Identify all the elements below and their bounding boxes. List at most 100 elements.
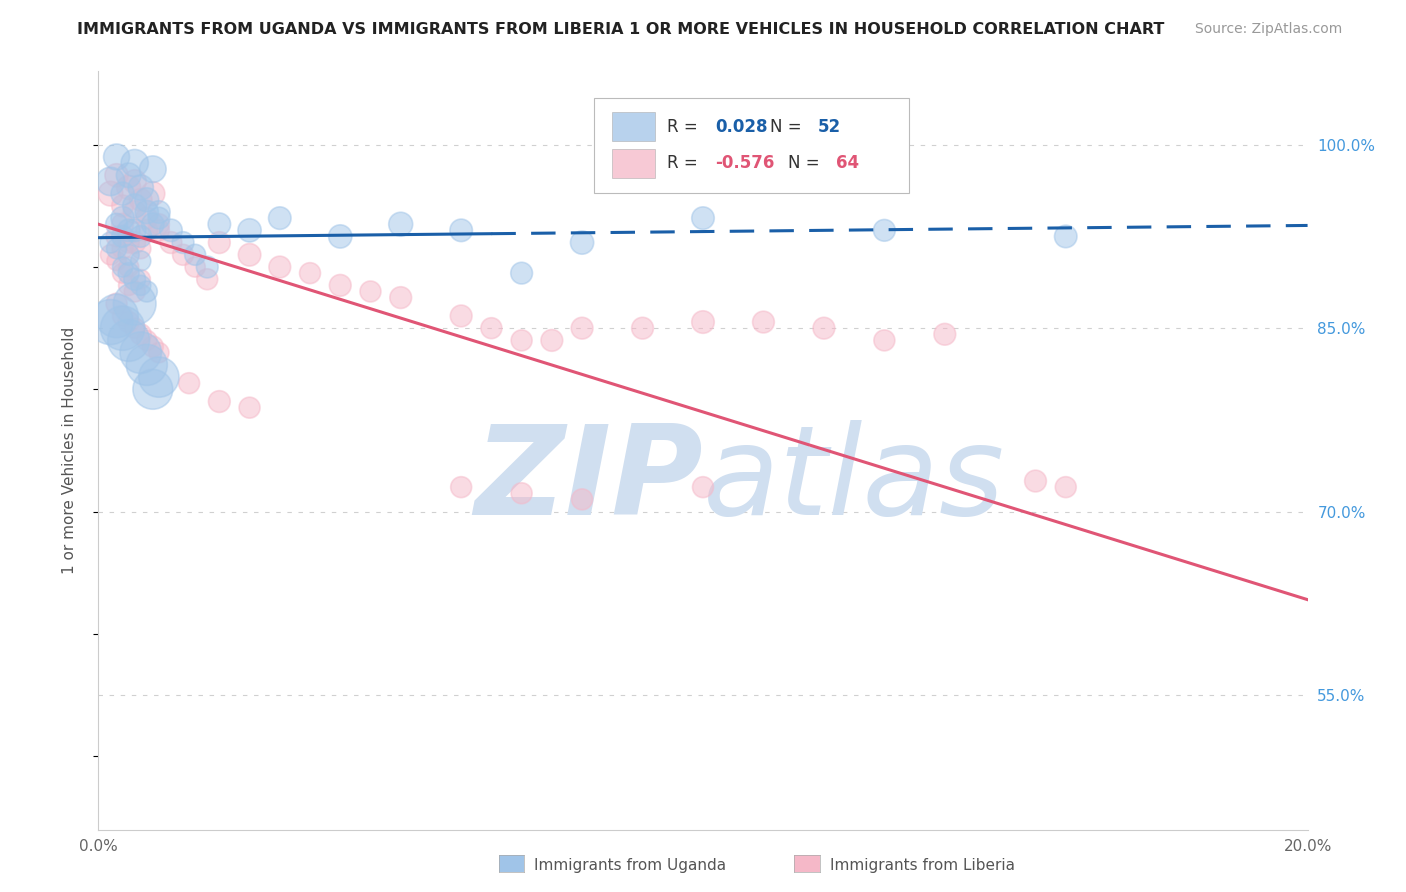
Point (135, 193, 157, 207)
Point (360, 285, 382, 299)
Point (111, 321, 134, 335)
Point (100, 248, 122, 262)
Point (692, 315, 714, 329)
Point (118, 248, 141, 262)
Point (450, 223, 472, 237)
Point (129, 345, 152, 359)
Point (100, 235, 122, 250)
Point (111, 242, 134, 256)
Text: Immigrants from Liberia: Immigrants from Liberia (830, 858, 1015, 872)
Point (160, 223, 183, 237)
Point (571, 492, 593, 507)
Point (124, 174, 146, 188)
Text: 64: 64 (837, 154, 859, 172)
Point (450, 309, 472, 323)
Point (118, 334, 141, 348)
Point (135, 211, 157, 226)
Point (105, 169, 128, 183)
Point (571, 235, 593, 250)
Point (124, 296, 146, 310)
Point (160, 235, 183, 250)
Point (813, 321, 835, 335)
Point (135, 205, 157, 219)
Point (510, 486, 533, 500)
Point (135, 223, 157, 237)
Text: ZIP: ZIP (474, 420, 703, 541)
Text: N =: N = (787, 154, 824, 172)
Text: atlas: atlas (703, 420, 1005, 541)
Point (129, 254, 152, 268)
Point (124, 223, 146, 237)
Point (148, 223, 170, 237)
Point (195, 260, 218, 274)
Point (124, 272, 146, 286)
Point (389, 291, 412, 305)
Point (129, 272, 152, 286)
Point (105, 242, 128, 256)
Point (100, 174, 122, 188)
Text: Immigrants from Uganda: Immigrants from Uganda (534, 858, 727, 872)
Point (142, 217, 165, 231)
Point (111, 217, 134, 231)
Point (124, 235, 146, 250)
Point (135, 334, 157, 348)
Point (111, 266, 134, 280)
Point (118, 278, 141, 293)
Text: 52: 52 (818, 118, 841, 136)
Text: R =: R = (666, 118, 703, 136)
Point (148, 205, 170, 219)
Point (208, 235, 231, 250)
Point (129, 327, 152, 342)
Point (111, 199, 134, 213)
Point (208, 394, 231, 409)
Point (124, 205, 146, 219)
Point (142, 186, 165, 201)
Point (129, 278, 152, 293)
Point (124, 321, 146, 335)
Point (148, 345, 170, 359)
Text: IMMIGRANTS FROM UGANDA VS IMMIGRANTS FROM LIBERIA 1 OR MORE VEHICLES IN HOUSEHOL: IMMIGRANTS FROM UGANDA VS IMMIGRANTS FRO… (77, 22, 1164, 37)
Point (184, 260, 207, 274)
Point (208, 217, 231, 231)
Point (105, 150, 128, 164)
Point (148, 217, 170, 231)
Point (118, 223, 141, 237)
Point (129, 180, 152, 194)
Point (269, 211, 291, 226)
Point (510, 266, 533, 280)
Point (105, 296, 128, 310)
Point (118, 180, 141, 194)
Point (124, 156, 146, 170)
Point (118, 169, 141, 183)
Point (111, 260, 134, 274)
Point (105, 229, 128, 244)
Point (142, 382, 165, 396)
Point (184, 248, 207, 262)
Point (124, 199, 146, 213)
Point (873, 223, 896, 237)
Point (100, 315, 122, 329)
Point (105, 217, 128, 231)
Point (571, 321, 593, 335)
Point (510, 334, 533, 348)
Point (631, 321, 654, 335)
Point (873, 334, 896, 348)
Point (389, 217, 412, 231)
Y-axis label: 1 or more Vehicles in Household: 1 or more Vehicles in Household (62, 326, 77, 574)
Point (129, 242, 152, 256)
Point (135, 285, 157, 299)
Point (118, 260, 141, 274)
Text: Source: ZipAtlas.com: Source: ZipAtlas.com (1195, 22, 1343, 37)
Point (540, 334, 562, 348)
Point (105, 309, 128, 323)
Point (195, 272, 218, 286)
Point (129, 193, 152, 207)
Point (179, 376, 201, 391)
Point (239, 248, 262, 262)
Point (118, 266, 141, 280)
Point (142, 162, 165, 177)
Point (129, 229, 152, 244)
Bar (613, 149, 655, 178)
Point (172, 248, 194, 262)
Text: N =: N = (769, 118, 807, 136)
